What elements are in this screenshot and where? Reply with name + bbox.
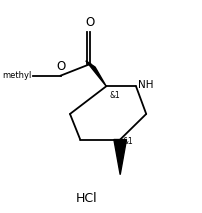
Text: methyl: methyl (2, 71, 32, 80)
Text: HCl: HCl (76, 191, 98, 205)
Text: O: O (86, 16, 95, 29)
Polygon shape (86, 61, 106, 86)
Polygon shape (114, 140, 126, 175)
Text: &1: &1 (123, 137, 134, 146)
Text: &1: &1 (109, 91, 120, 100)
Text: O: O (56, 60, 65, 73)
Text: NH: NH (138, 80, 153, 90)
